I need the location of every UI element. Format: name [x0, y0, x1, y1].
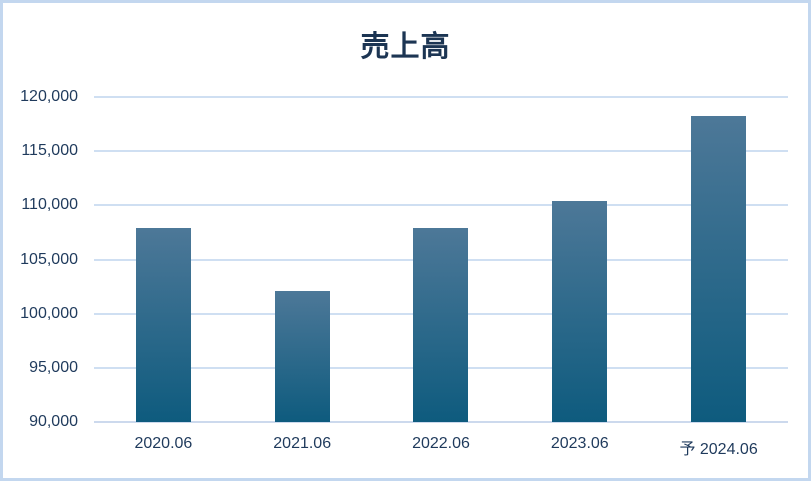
x-axis-line: [94, 421, 788, 423]
plot-area: [94, 96, 788, 423]
y-tick-label: 100,000: [20, 304, 78, 322]
y-tick-label: 110,000: [21, 196, 78, 214]
bar-slot: [649, 97, 788, 422]
x-tick-label: 2021.06: [273, 435, 332, 452]
bar: [274, 290, 330, 422]
x-tick-label: 2023.06: [550, 435, 609, 452]
x-tick-label: 予 2024.06: [679, 441, 758, 458]
bars-group: [94, 97, 788, 422]
y-axis: 120,000 115,000 110,000 105,000 100,000 95,00…: [3, 89, 78, 430]
y-tick-label: 115,000: [21, 142, 78, 160]
chart-title: 売上高: [360, 31, 451, 63]
bar-slot: [233, 97, 372, 422]
bar-slot: [94, 97, 233, 422]
bar: [691, 116, 747, 422]
x-tick-label: 2022.06: [412, 435, 470, 452]
y-tick-label: 120,000: [20, 88, 78, 105]
gridline: [94, 96, 788, 98]
x-axis: 2020.06 2021.06 2022.06 2023.06 予 2024.06: [94, 435, 788, 459]
bar: [413, 228, 469, 422]
bar-slot: [510, 97, 649, 422]
y-tick-label: 95,000: [29, 358, 78, 376]
bar-slot: [372, 97, 511, 422]
bar: [135, 228, 191, 422]
y-tick-label: 105,000: [20, 250, 78, 268]
y-tick-label: 90,000: [29, 413, 78, 430]
bar: [552, 200, 608, 422]
x-tick-label: 2020.06: [134, 435, 193, 452]
gridline: [94, 204, 788, 207]
gridline: [94, 150, 788, 153]
